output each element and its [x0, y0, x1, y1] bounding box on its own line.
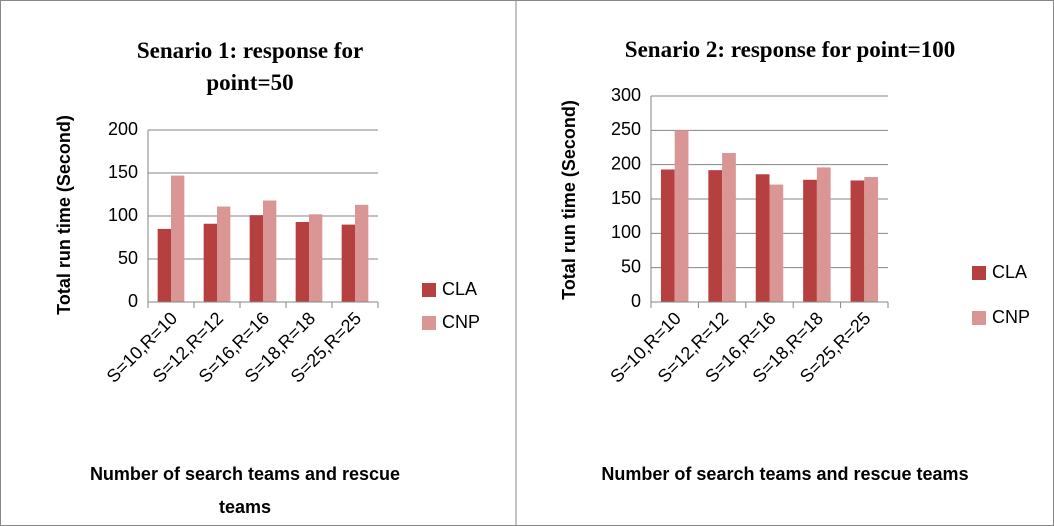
y-tick-label: 0	[631, 291, 641, 311]
bar	[755, 174, 770, 302]
bar	[803, 179, 817, 302]
legend-label: CNP	[992, 307, 1030, 327]
y-tick-label: 200	[611, 153, 641, 173]
bar	[674, 130, 689, 302]
legend-swatch	[422, 283, 436, 297]
legend-swatch	[422, 316, 436, 330]
legend-label: CNP	[442, 312, 480, 332]
legend-label: CLA	[442, 279, 477, 299]
bar	[295, 222, 309, 302]
bar	[203, 223, 217, 302]
y-tick-label: 50	[118, 248, 138, 268]
y-tick-label: 150	[611, 188, 641, 208]
bar	[263, 200, 277, 302]
x-axis-label: Number of search teams and rescue teams	[89, 464, 401, 517]
legend-swatch	[972, 266, 986, 280]
y-tick-label: 0	[128, 291, 138, 311]
legend-label: CLA	[992, 262, 1027, 282]
y-axis-label: Total run time (Second)	[54, 115, 74, 315]
bar	[722, 152, 736, 302]
y-axis-label: Total run time (Second)	[559, 100, 579, 300]
bar	[309, 214, 323, 302]
bar	[816, 167, 831, 302]
bar	[249, 215, 263, 302]
legend-swatch	[972, 311, 986, 325]
y-tick-label: 100	[108, 205, 138, 225]
y-tick-label: 100	[611, 222, 641, 242]
bar	[157, 228, 171, 302]
chart-title: Senario 2: response for point=100	[624, 37, 956, 62]
y-tick-label: 250	[611, 119, 641, 139]
x-axis-label: Number of search teams and rescue teams	[601, 464, 969, 484]
y-tick-label: 200	[108, 119, 138, 139]
bar	[708, 170, 723, 302]
y-tick-label: 300	[611, 85, 641, 105]
bar	[864, 177, 879, 302]
y-tick-label: 150	[108, 162, 138, 182]
bar	[660, 169, 675, 302]
bar	[850, 180, 865, 302]
chart-title: Senario 1: response for point=50	[136, 38, 364, 95]
bar	[341, 224, 355, 302]
bar	[217, 206, 231, 302]
bar	[171, 175, 185, 302]
bar	[355, 204, 369, 302]
y-tick-label: 50	[621, 256, 641, 276]
bar	[769, 184, 784, 302]
